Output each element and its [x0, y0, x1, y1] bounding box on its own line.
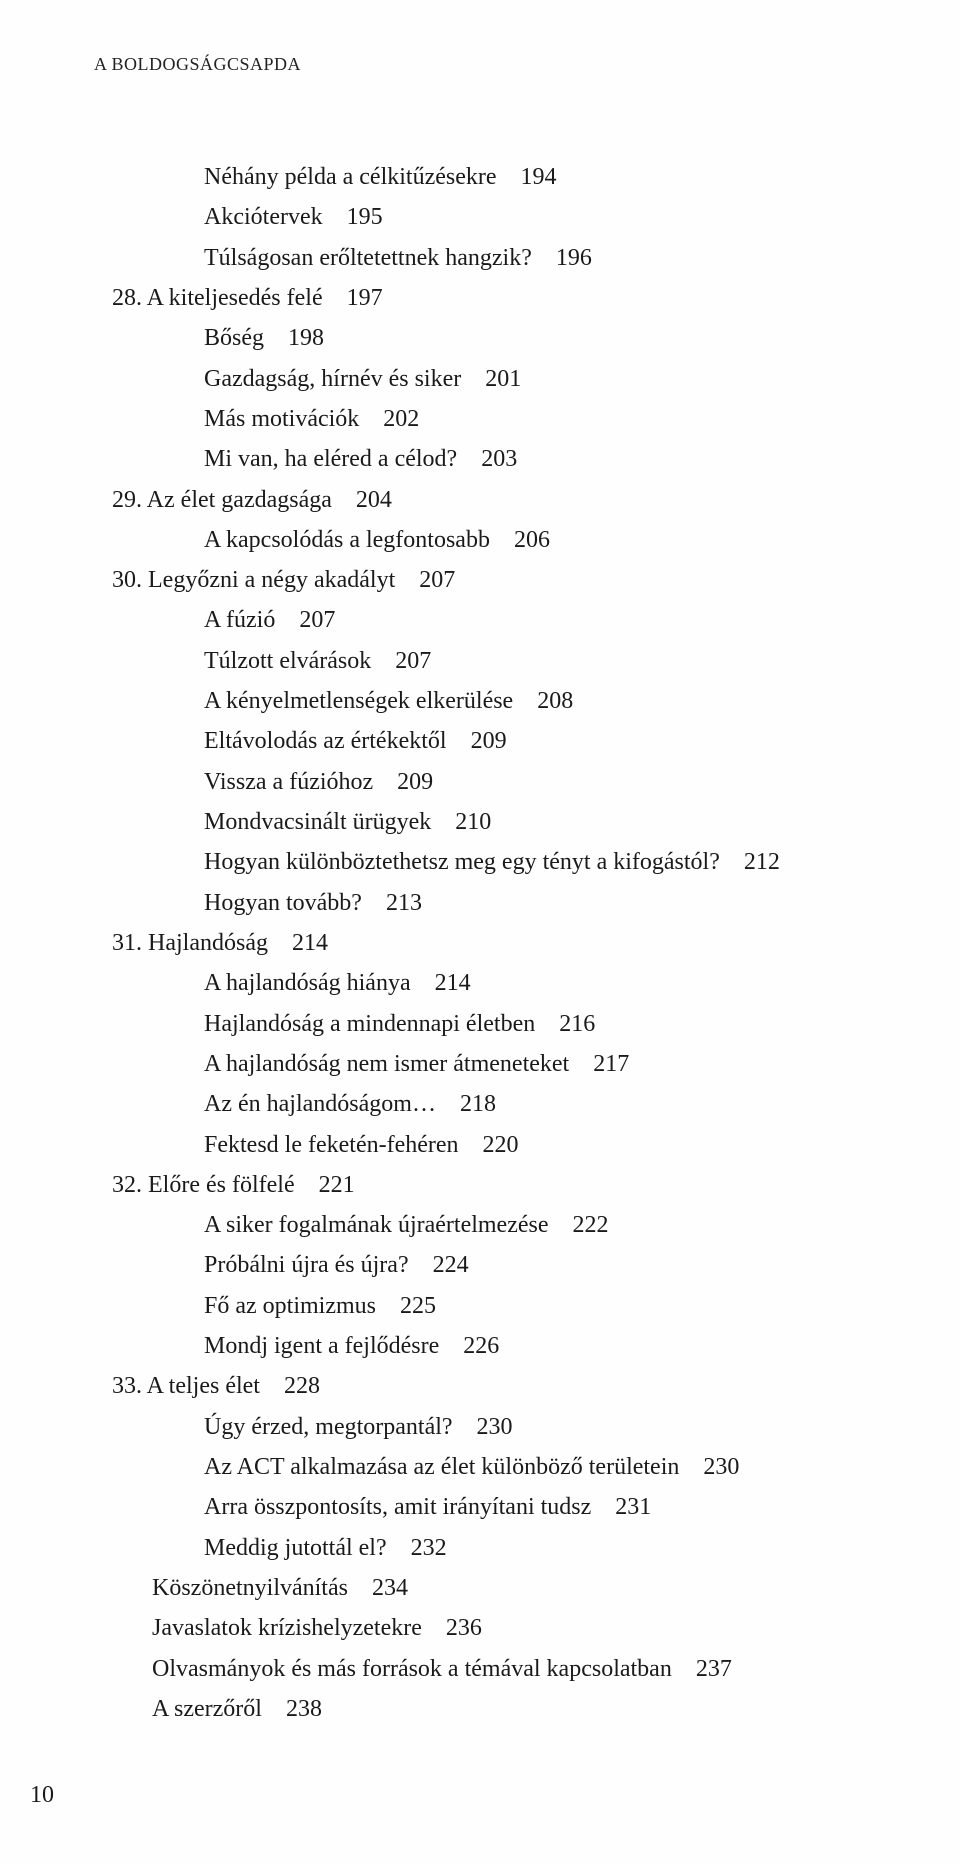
- toc-line: A szerzőről 238: [94, 1689, 866, 1729]
- toc-line: Más motivációk 202: [94, 399, 866, 439]
- toc-line: 31. Hajlandóság 214: [94, 923, 866, 963]
- toc-line: Hajlandóság a mindennapi életben 216: [94, 1004, 866, 1044]
- toc-line: 33. A teljes élet 228: [94, 1366, 866, 1406]
- toc-line: 32. Előre és fölfelé 221: [94, 1165, 866, 1205]
- toc-line: Köszönetnyilvánítás 234: [94, 1568, 866, 1608]
- toc-line: Fő az optimizmus 225: [94, 1286, 866, 1326]
- toc-line: A hajlandóság nem ismer átmeneteket 217: [94, 1044, 866, 1084]
- toc-line: Bőség 198: [94, 318, 866, 358]
- toc-line: Az én hajlandóságom… 218: [94, 1084, 866, 1124]
- toc-line: Olvasmányok és más források a témával ka…: [94, 1649, 866, 1689]
- toc-line: Próbálni újra és újra? 224: [94, 1245, 866, 1285]
- toc-line: Hogyan különböztethetsz meg egy tényt a …: [94, 842, 866, 882]
- toc-line: A hajlandóság hiánya 214: [94, 963, 866, 1003]
- toc-line: Mondvacsinált ürügyek 210: [94, 802, 866, 842]
- toc-line: Néhány példa a célkitűzésekre 194: [94, 157, 866, 197]
- toc-line: Meddig jutottál el? 232: [94, 1528, 866, 1568]
- toc-line: 29. Az élet gazdagsága 204: [94, 480, 866, 520]
- toc-line: Az ACT alkalmazása az élet különböző ter…: [94, 1447, 866, 1487]
- toc-line: A kapcsolódás a legfontosabb 206: [94, 520, 866, 560]
- toc-line: Javaslatok krízishelyzetekre 236: [94, 1608, 866, 1648]
- toc-line: Gazdagság, hírnév és siker 201: [94, 359, 866, 399]
- toc-line: 30. Legyőzni a négy akadályt 207: [94, 560, 866, 600]
- toc-line: Fektesd le feketén-fehéren 220: [94, 1125, 866, 1165]
- toc-line: A fúzió 207: [94, 600, 866, 640]
- table-of-contents: Néhány példa a célkitűzésekre 194Akcióte…: [94, 157, 866, 1729]
- running-header: A BOLDOGSÁGCSAPDA: [94, 54, 866, 75]
- toc-line: A siker fogalmának újraértelmezése 222: [94, 1205, 866, 1245]
- toc-line: Vissza a fúzióhoz 209: [94, 762, 866, 802]
- toc-line: Túlságosan erőltetettnek hangzik? 196: [94, 238, 866, 278]
- toc-line: Mi van, ha eléred a célod? 203: [94, 439, 866, 479]
- toc-line: Akciótervek 195: [94, 197, 866, 237]
- toc-line: Hogyan tovább? 213: [94, 883, 866, 923]
- toc-line: Arra összpontosíts, amit irányítani tuds…: [94, 1487, 866, 1527]
- page: A BOLDOGSÁGCSAPDA Néhány példa a célkitű…: [0, 0, 960, 1863]
- toc-line: Úgy érzed, megtorpantál? 230: [94, 1407, 866, 1447]
- toc-line: A kényelmetlenségek elkerülése 208: [94, 681, 866, 721]
- toc-line: Eltávolodás az értékektől 209: [94, 721, 866, 761]
- toc-line: Mondj igent a fejlődésre 226: [94, 1326, 866, 1366]
- toc-line: 28. A kiteljesedés felé 197: [94, 278, 866, 318]
- toc-line: Túlzott elvárások 207: [94, 641, 866, 681]
- page-number: 10: [30, 1782, 54, 1809]
